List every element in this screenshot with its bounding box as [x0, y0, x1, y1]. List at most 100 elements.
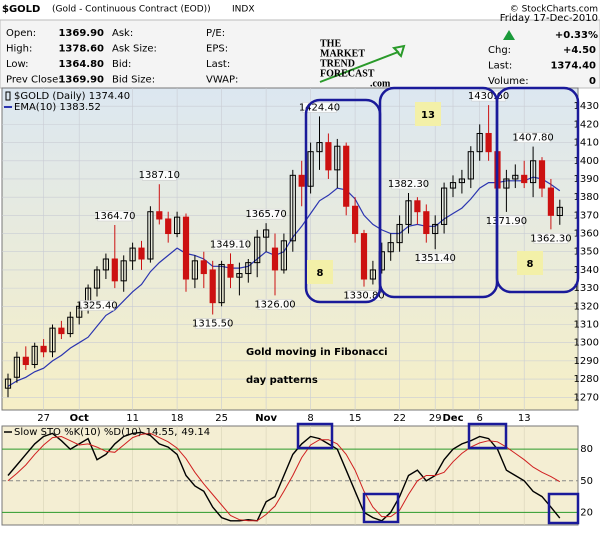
y-tick-label: 1430 [574, 101, 599, 112]
value-label: 1365.70 [245, 209, 286, 220]
candle-body [263, 229, 270, 238]
quote-label: Ask Size: [112, 44, 157, 55]
texts: $GOLD (Gold - Continuous Contract (EOD)) I… [2, 4, 599, 525]
value-label: 1362.30 [530, 233, 571, 244]
x-tick-label: 6 [477, 413, 483, 424]
candle-body [280, 240, 287, 271]
logo-text: .com [370, 78, 391, 89]
value-label-bg [97, 210, 133, 222]
x-tick-label: 18 [171, 413, 184, 424]
candle-body [209, 269, 216, 304]
candle-body [22, 356, 29, 366]
up-arrow [503, 30, 515, 40]
value-label: 1326.00 [254, 299, 295, 310]
candle-body [138, 247, 145, 260]
value-label: 1424.40 [299, 102, 340, 113]
value-label-bg [302, 102, 337, 113]
x-tick-label: 29 [429, 413, 442, 424]
value-label: 1315.50 [192, 318, 233, 329]
value-label: 1364.70 [94, 211, 135, 222]
logo-text: FORECAST [320, 68, 375, 79]
logo-text: TREND [320, 58, 355, 69]
candle-body [325, 142, 332, 171]
y-tick-label: 1300 [574, 338, 599, 349]
candle-body [316, 142, 323, 153]
logo-arrow [319, 44, 406, 83]
candle-body [458, 178, 465, 184]
candle-body [174, 216, 181, 235]
quote-label: VWAP: [206, 75, 238, 86]
y-tick-label: 1410 [574, 138, 599, 149]
quote-label: Ask: [112, 28, 133, 39]
candle-body [387, 242, 394, 253]
candle-body [31, 345, 38, 366]
quote-date: Friday 17-Dec-2010 [500, 13, 598, 24]
candle-body [289, 174, 296, 242]
quote-value: +4.50 [563, 45, 596, 56]
candle-body [271, 247, 279, 271]
value-label-bg [533, 233, 569, 244]
copyright: © StockCharts.com [510, 5, 598, 15]
candle-body [120, 260, 127, 282]
y-tick-label: 1290 [574, 356, 599, 367]
value-label: 1382.30 [388, 179, 429, 190]
stoch-box [362, 492, 400, 524]
quote-label: Prev Close: [6, 75, 62, 86]
y-tick-label: 80 [580, 444, 593, 455]
quote-value: 1374.40 [550, 61, 596, 72]
candle-body [4, 378, 12, 389]
candle-body [512, 174, 519, 180]
value-label: 1407.80 [512, 133, 553, 144]
y-tick-label: 1320 [574, 301, 599, 312]
quote-label: Last: [206, 59, 230, 70]
note: Gold moving in Fibonacci [246, 347, 388, 358]
y-tick-label: 1280 [574, 374, 599, 385]
quote-label: Chg: [488, 45, 511, 56]
stoch-box [467, 422, 508, 450]
legend-entry: 49.14 [181, 427, 210, 438]
quote-value: 1369.90 [58, 75, 104, 86]
symbol: $GOLD [2, 4, 40, 15]
candle-body [503, 178, 510, 189]
quote-label: Low: [6, 59, 29, 70]
y-tick-label: 1330 [574, 283, 599, 294]
candle-body [129, 247, 136, 262]
candle-body [414, 200, 421, 213]
fib-count: 13 [421, 110, 435, 121]
x-tick-label: 15 [349, 413, 362, 424]
candle-body [538, 160, 546, 189]
candle-body [547, 187, 554, 216]
candle-body [13, 356, 20, 378]
value-label: 1325.40 [76, 300, 117, 311]
value-label: 1371.90 [486, 216, 527, 227]
x-tick-label: Oct [70, 413, 89, 424]
y-tick-label: 1270 [574, 392, 599, 403]
candle-body [405, 200, 412, 225]
y-tick-label: 1310 [574, 319, 599, 330]
fib-box [495, 86, 580, 294]
candle-body [369, 269, 376, 280]
fib-count-bg [415, 102, 441, 126]
candle-body [67, 316, 74, 335]
quote-box [0, 19, 600, 89]
value-label: 1351.40 [415, 253, 456, 264]
value-label-bg [391, 178, 426, 190]
candle-body [245, 262, 252, 275]
y-tick-label: 1350 [574, 247, 599, 258]
candle-body [485, 132, 492, 153]
instrument-name: (Gold - Continuous Contract (EOD)) [52, 5, 211, 15]
candle-body [467, 151, 474, 180]
change-pct: +0.33% [555, 30, 598, 41]
y-tick-label: 1420 [574, 119, 599, 130]
candle-body [93, 269, 101, 289]
value-label-bg [248, 208, 284, 220]
candle-body [343, 145, 350, 207]
legend-price: $GOLD (Daily) 1374.40 [14, 91, 130, 102]
candle-body [236, 273, 243, 278]
value-label-bg [489, 215, 524, 227]
quote-value: 1378.60 [58, 44, 104, 55]
candle-body [40, 345, 47, 353]
candle-body [102, 258, 110, 271]
candle-body [307, 151, 314, 187]
candle-body [298, 174, 305, 187]
